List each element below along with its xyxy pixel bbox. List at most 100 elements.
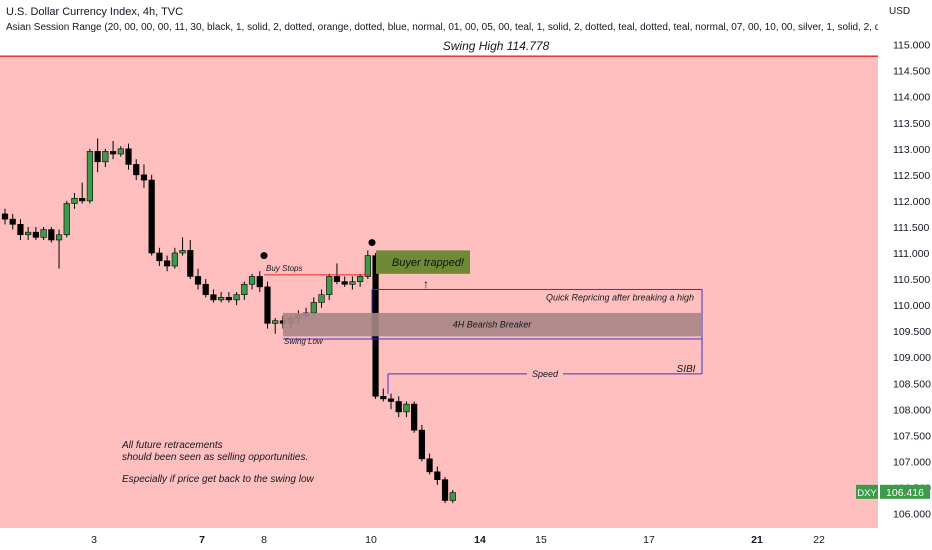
candle-body: [326, 276, 333, 295]
price-tick-label: 111.500: [893, 222, 930, 234]
candle-body: [48, 229, 55, 241]
sibi-label: SIBI: [677, 364, 696, 375]
candle: [55, 229, 63, 269]
candle-body: [79, 197, 86, 202]
candle: [171, 247, 178, 269]
speed-label-bg: [527, 366, 563, 380]
note-extra: Especially if price get back to the swin…: [122, 474, 315, 485]
candle: [202, 279, 209, 298]
candle-body: [1, 213, 9, 220]
candle-body: [32, 231, 39, 238]
candle: [225, 292, 232, 303]
time-tick-label: 8: [261, 534, 267, 546]
candle-body: [364, 255, 371, 277]
price-tick-label: 115.000: [893, 40, 930, 52]
symbol-tag: [856, 484, 878, 499]
candle-body: [333, 276, 341, 282]
candle-series: [1, 138, 456, 504]
note-line: All future retracements: [121, 440, 223, 451]
indicator-legend[interactable]: Asian Session Range (20, 00, 00, 00, 11,…: [6, 22, 882, 33]
candle: [25, 226, 32, 240]
price-tick-label: 113.500: [893, 118, 930, 130]
candle-body: [272, 320, 279, 324]
candle: [256, 271, 263, 293]
candle-body: [9, 218, 16, 225]
candle-body: [179, 250, 186, 254]
candle-body: [133, 164, 140, 176]
candle: [86, 148, 94, 204]
plot-background: [0, 56, 878, 528]
candle-body: [187, 250, 194, 277]
candle-body: [102, 151, 109, 163]
candle: [318, 289, 325, 308]
candle: [218, 292, 225, 303]
candle: [48, 226, 55, 243]
candle: [426, 453, 433, 475]
candle-body: [210, 294, 217, 301]
candle: [187, 239, 194, 280]
chart-title: U.S. Dollar Currency Index, 4h, TVC: [6, 6, 184, 18]
candle: [364, 250, 371, 280]
candle-body: [318, 294, 325, 303]
candle-body: [233, 294, 240, 301]
candle: [102, 148, 109, 168]
currency-label: USD: [889, 6, 910, 17]
price-tick-label: 114.500: [893, 66, 930, 78]
candle: [125, 143, 132, 170]
bearish-breaker-zone: [283, 312, 702, 337]
candle-body: [434, 471, 441, 480]
note-line: should been seen as selling opportunitie…: [122, 452, 308, 463]
price-tick-label: 112.000: [893, 196, 930, 208]
candle-body: [148, 179, 155, 254]
candle: [403, 401, 410, 418]
candle: [194, 268, 202, 290]
price-tick-label: 110.500: [893, 274, 930, 286]
breaker-label: 4H Bearish Breaker: [453, 320, 533, 330]
candle-body: [71, 197, 78, 204]
price-axis: USD106.000106.500107.000107.500108.00010…: [856, 0, 932, 550]
last-price-tag: [880, 484, 930, 499]
time-tick-label: 10: [365, 534, 377, 546]
candle: [326, 273, 333, 300]
candle-body: [25, 231, 32, 236]
candle: [380, 388, 387, 402]
candle-body: [225, 296, 232, 301]
candle-body: [310, 302, 317, 314]
candle-body: [241, 283, 248, 295]
candle: [264, 281, 271, 329]
candle-body: [248, 276, 256, 285]
candle: [233, 292, 240, 306]
candle-body: [357, 276, 364, 282]
candle: [140, 164, 148, 188]
candle: [164, 255, 171, 272]
candle-body: [395, 401, 402, 413]
time-tick-label: 17: [643, 534, 655, 546]
price-tick-label: 108.500: [893, 378, 931, 390]
buyer-trapped-box: [376, 250, 470, 274]
price-tick-label: 114.000: [893, 92, 930, 104]
candle-body: [387, 398, 395, 402]
price-tick-label: 108.000: [893, 404, 931, 416]
candle: [434, 466, 441, 485]
candle: [210, 289, 217, 303]
candle-body: [218, 296, 225, 301]
candle-body: [55, 234, 63, 241]
price-tick-label: 111.000: [893, 248, 930, 260]
buy-stops-dot: [260, 252, 268, 260]
candle: [32, 226, 39, 240]
candle: [40, 226, 47, 240]
candle-body: [140, 174, 148, 181]
candle-body: [449, 492, 456, 501]
price-tick-label: 107.000: [893, 456, 931, 468]
chart-annotations: Swing High 114.778 Quick Repricing after …: [0, 39, 878, 485]
candle-body: [349, 281, 356, 285]
price-tick-label: 106.000: [893, 509, 931, 521]
candle: [387, 393, 395, 410]
candle-body: [164, 260, 171, 267]
candle: [357, 273, 364, 287]
candle: [395, 396, 402, 418]
candle: [133, 159, 140, 181]
price-tick-label: 109.500: [893, 326, 931, 338]
time-tick-label: 21: [751, 534, 763, 546]
